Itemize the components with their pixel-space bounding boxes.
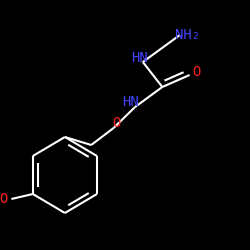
Text: NH₂: NH₂: [175, 28, 200, 42]
Text: HN: HN: [122, 95, 138, 109]
Text: HN: HN: [132, 51, 148, 65]
Text: O: O: [0, 192, 8, 206]
Text: O: O: [192, 65, 200, 79]
Text: O: O: [112, 116, 121, 130]
